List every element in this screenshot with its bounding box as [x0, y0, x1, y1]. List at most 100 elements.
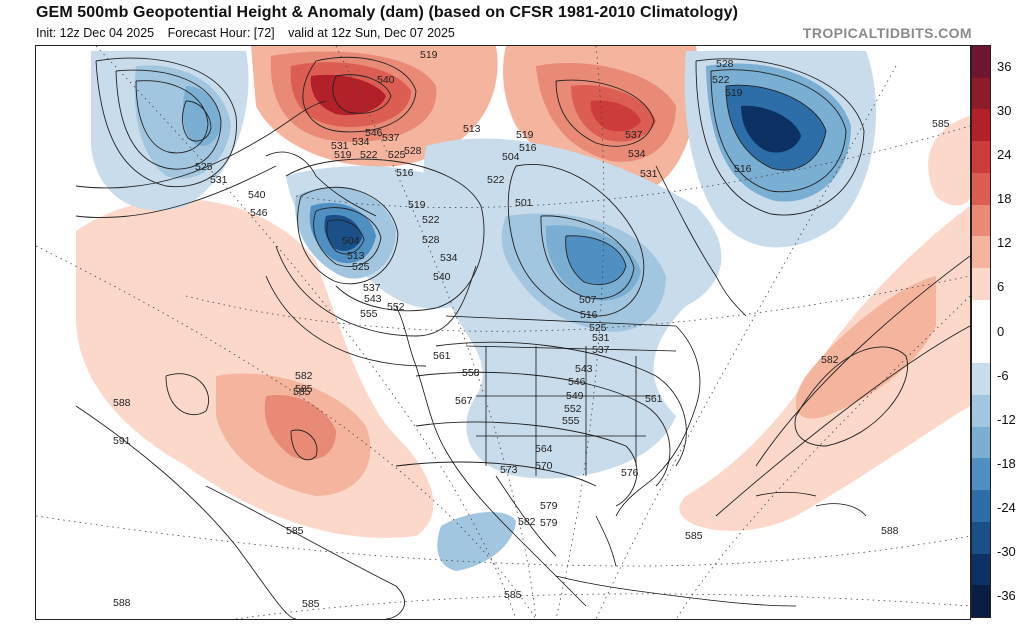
- contour-label: 519: [334, 149, 352, 161]
- colorbar-segment: [972, 141, 990, 173]
- contour-label: 540: [433, 271, 451, 283]
- colorbar-segment: [972, 490, 990, 522]
- contour-label: 504: [342, 235, 360, 247]
- colorbar-label: -36: [997, 588, 1016, 603]
- contour-label: 585: [932, 118, 950, 130]
- contour-label: 567: [455, 395, 473, 407]
- colorbar-label: 24: [997, 147, 1012, 163]
- contour-label: 528: [716, 58, 734, 70]
- contour-label: 519: [420, 49, 438, 61]
- colorbar-segment: [972, 363, 990, 395]
- forecast-hour: Forecast Hour: [72]: [167, 26, 275, 40]
- colorbar-label: 6: [997, 279, 1005, 295]
- colorbar-segment: [972, 236, 990, 269]
- colorbar-label: 0: [997, 323, 1005, 339]
- contour-label: 513: [347, 250, 365, 262]
- contour-label: 531: [640, 168, 658, 180]
- contour-label: 537: [363, 282, 381, 294]
- map-subtitle: Init: 12z Dec 04 2025 Forecast Hour: [72…: [36, 26, 465, 40]
- contour-label: 522: [712, 74, 730, 86]
- colorbar-label: 18: [997, 191, 1012, 207]
- contour-label: 546: [568, 376, 586, 388]
- contour-label: 534: [628, 148, 646, 160]
- contour-label: 585: [504, 589, 522, 601]
- contour-label: 585: [302, 598, 320, 610]
- contour-label: 504: [502, 151, 520, 163]
- contour-label: 522: [487, 174, 505, 186]
- colorbar-label: -24: [997, 499, 1016, 515]
- contour-label: 522: [422, 214, 440, 226]
- contour-label: 576: [621, 467, 639, 479]
- contour-label: 525: [352, 261, 370, 273]
- contour-label: 525: [388, 149, 406, 161]
- contour-label: 582: [821, 354, 839, 366]
- contour-label: 531: [592, 332, 610, 344]
- contour-label: 525: [589, 322, 607, 334]
- colorbar-segment: [972, 585, 990, 617]
- colorbar-segment: [972, 458, 990, 491]
- contour-label: 582: [295, 370, 313, 382]
- contour-label: 513: [463, 123, 481, 135]
- colorbar-segment: [972, 426, 990, 459]
- contour-label: 519: [516, 129, 534, 141]
- valid-time: valid at 12z Sun, Dec 07 2025: [288, 26, 455, 40]
- contour-label: 516: [580, 309, 598, 321]
- map-svg: 519 540 546 537 534 531 528 525 522 519 …: [36, 46, 970, 619]
- contour-label: 531: [331, 140, 349, 152]
- init-time: Init: 12z Dec 04 2025: [36, 26, 155, 40]
- contour-label: 540: [248, 189, 266, 201]
- colorbar-label: -6: [997, 367, 1009, 383]
- contour-label: 528: [404, 145, 422, 157]
- contour-label: 591: [113, 435, 131, 447]
- contour-label: 516: [396, 167, 414, 179]
- contour-label: 519: [408, 199, 426, 211]
- height-contours: [75, 56, 970, 619]
- colorbar-segment: [972, 521, 990, 554]
- contour-label: 588: [113, 397, 131, 409]
- colorbar-segment: [972, 172, 990, 205]
- contour-label: 534: [440, 252, 458, 264]
- colorbar-label: 12: [997, 235, 1012, 251]
- contour-label: 507: [579, 294, 597, 306]
- anomaly-colorbar: [971, 45, 991, 618]
- map-title: GEM 500mb Geopotential Height & Anomaly …: [36, 4, 739, 21]
- site-brand: TROPICALTIDBITS.COM: [802, 25, 972, 41]
- graticule: [36, 46, 970, 619]
- contour-labels: 519 540 546 537 534 531 528 525 522 519 …: [113, 49, 950, 610]
- contour-label: 516: [734, 163, 752, 175]
- contour-label: 537: [592, 344, 610, 356]
- contour-label: 537: [382, 132, 400, 144]
- contour-label: 501: [515, 197, 533, 209]
- contour-label: 585: [295, 383, 313, 395]
- contour-label: 543: [364, 293, 382, 305]
- contour-label: 534: [352, 136, 370, 148]
- colorbar-segment: [972, 46, 990, 78]
- colorbar-label: 30: [997, 103, 1012, 119]
- colorbar-segment: [972, 77, 990, 110]
- contour-label: 555: [360, 308, 378, 320]
- contour-label: 537: [625, 129, 643, 141]
- contour-label: 588: [113, 597, 131, 609]
- contour-label: 582: [518, 516, 536, 528]
- colorbar-segment: [972, 268, 990, 300]
- contour-label: 552: [387, 301, 405, 313]
- contour-label: 555: [562, 415, 580, 427]
- contour-label: 579: [540, 517, 558, 529]
- contour-label: 543: [575, 363, 593, 375]
- colorbar-segment: [972, 553, 990, 586]
- contour-label: 564: [535, 443, 553, 455]
- contour-label: 561: [645, 393, 663, 405]
- contour-label: 579: [540, 500, 558, 512]
- contour-label: 531: [210, 174, 228, 186]
- colorbar-segment: [972, 299, 990, 332]
- contour-label: 522: [360, 149, 378, 161]
- contour-label: 585: [685, 530, 703, 542]
- contour-label: 525: [195, 161, 213, 173]
- colorbar-label: -18: [997, 455, 1016, 471]
- contour-label: 573: [500, 464, 518, 476]
- contour-label: 585: [286, 525, 304, 537]
- colorbar-segment: [972, 109, 990, 142]
- contour-label: 540: [377, 74, 395, 86]
- map-panel: 519 540 546 537 534 531 528 525 522 519 …: [35, 45, 971, 620]
- contour-label: 561: [433, 350, 451, 362]
